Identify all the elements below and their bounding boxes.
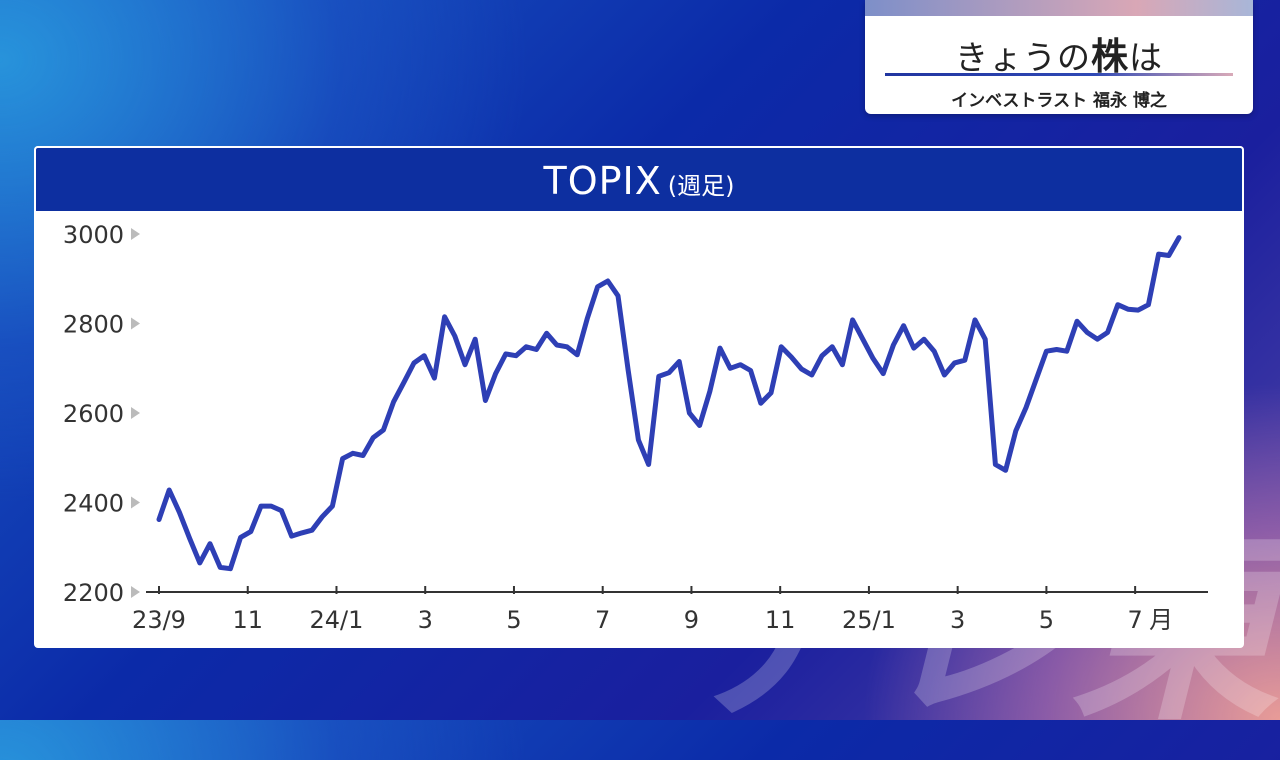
program-title: きょうの株は [865, 26, 1253, 80]
topix-series-line [156, 235, 1182, 572]
x-tick-label: 9 [684, 606, 699, 634]
x-tick-label: 7 [595, 606, 610, 634]
y-tick-label: 3000 [63, 221, 124, 249]
x-tick-label: 23/9 [132, 606, 186, 634]
y-tick-marker [131, 586, 140, 598]
x-tick-label: 24/1 [310, 606, 364, 634]
chart-panel: TOPIX (週足) 2200 2400 2600 2800 3000 23/9 11 24/1… [34, 146, 1244, 648]
x-tick-label: 7 [1127, 606, 1142, 634]
chart-subtitle: (週足) [667, 172, 735, 200]
program-title-part-2: 株 [1091, 35, 1129, 78]
title-divider [885, 73, 1233, 76]
chart-title: TOPIX [543, 159, 662, 203]
chart-header: TOPIX (週足) [34, 146, 1244, 213]
y-tick-marker [131, 407, 140, 419]
y-tick-label: 2800 [63, 311, 124, 339]
x-tick-label: 11 [765, 606, 796, 634]
presenter-caption: インベストラスト 福永 博之 [951, 91, 1167, 111]
x-tick-label: 5 [1039, 606, 1054, 634]
x-tick-label-suffix: 月 [1149, 606, 1173, 634]
y-tick-marker [131, 317, 140, 330]
y-tick-marker [131, 496, 140, 509]
program-title-part-1: きょうの [955, 38, 1091, 77]
y-tick-label: 2600 [63, 400, 124, 428]
x-tick-label: 3 [418, 606, 433, 634]
x-tick-label: 3 [950, 606, 965, 634]
y-tick-marker [131, 228, 140, 240]
x-tick-label: 5 [506, 606, 521, 634]
y-tick-label: 2200 [63, 579, 124, 607]
x-tick-label: 11 [232, 606, 263, 634]
y-tick-label: 2400 [63, 490, 124, 518]
x-tick-label: 25/1 [842, 606, 896, 634]
title-card-accent-bar [865, 0, 1253, 16]
program-title-part-3: は [1129, 38, 1163, 77]
program-title-card: きょうの株は インベストラスト 福永 博之 [865, 0, 1253, 114]
topix-line-chart: 2200 2400 2600 2800 3000 23/9 11 24/1 3 5 7 9 11 25/1… [63, 221, 1208, 634]
